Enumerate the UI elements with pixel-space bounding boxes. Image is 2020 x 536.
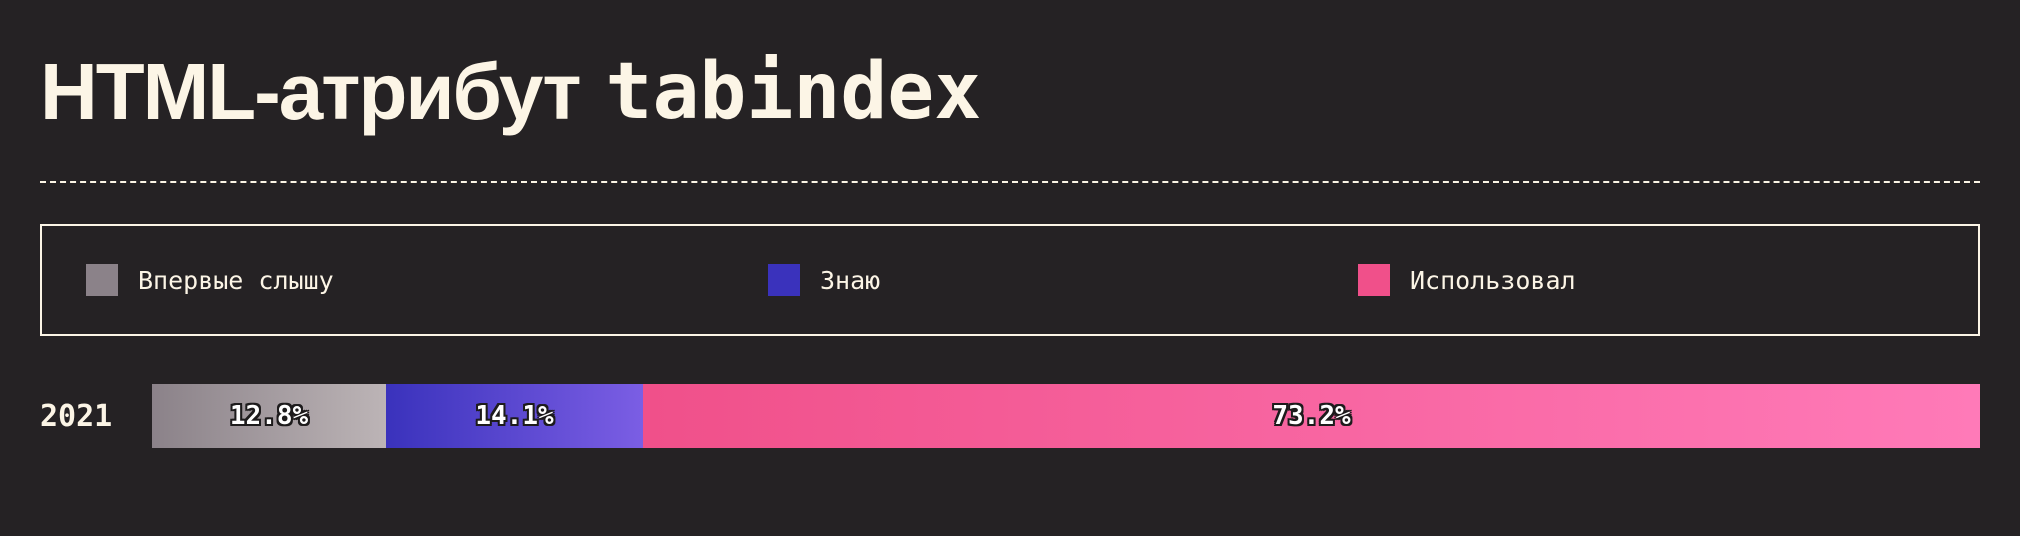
- legend-swatch-know: [768, 264, 800, 296]
- bar-value-label-used: 73.2%: [1272, 401, 1350, 431]
- legend-label-know: Знаю: [820, 266, 880, 295]
- legend-swatch-never-heard: [86, 264, 118, 296]
- bar-value-label-know: 14.1%: [475, 401, 553, 431]
- legend: Впервые слышу Знаю Использовал: [40, 224, 1980, 336]
- bar-value-label-never-heard: 12.8%: [230, 401, 308, 431]
- bar-segment-know: 14.1%: [386, 384, 643, 448]
- legend-item-know: Знаю: [768, 226, 880, 334]
- dashed-divider: [40, 181, 1980, 183]
- category-label-2021: 2021: [40, 384, 112, 448]
- legend-label-never-heard: Впервые слышу: [138, 266, 334, 295]
- bar-segment-never-heard: 12.8%: [152, 384, 386, 448]
- chart-title: HTML-атрибут tabindex: [40, 42, 981, 142]
- legend-item-used: Использовал: [1358, 226, 1576, 334]
- bar-segment-used: 73.2%: [643, 384, 1980, 448]
- legend-item-never-heard: Впервые слышу: [86, 226, 334, 334]
- title-main-text: HTML-атрибут: [40, 46, 580, 138]
- stacked-bar-2021: 12.8% 14.1% 73.2%: [152, 384, 1980, 448]
- title-code-text: tabindex: [606, 47, 982, 137]
- legend-label-used: Использовал: [1410, 266, 1576, 295]
- legend-swatch-used: [1358, 264, 1390, 296]
